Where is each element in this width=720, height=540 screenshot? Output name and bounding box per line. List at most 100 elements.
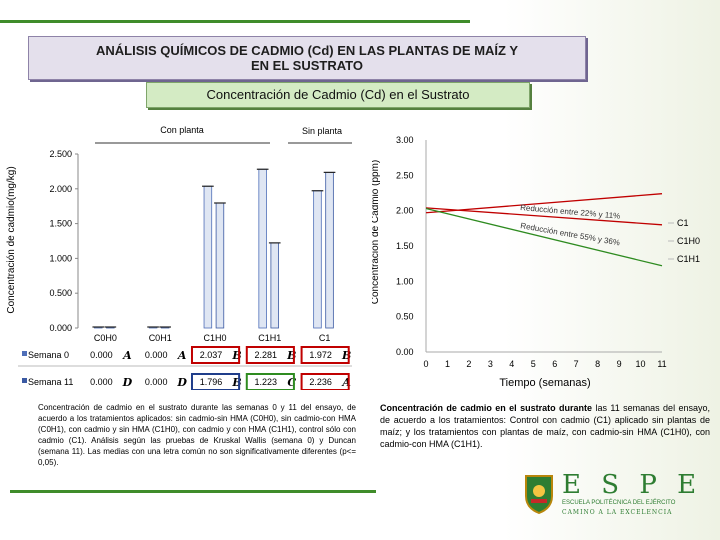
line-chart-lines (425, 193, 663, 267)
line-chart-xlabel: Tiempo (semanas) (499, 377, 590, 389)
right-caption: Concentración de cadmio en el sustrato d… (380, 402, 710, 450)
espe-logo: E S P E ESCUELA POLITÉCNICA DEL EJÉRCITO… (524, 470, 714, 522)
line-x-tick-label: 2 (466, 359, 471, 369)
line-chart-axis: 0.00 0.50 1.00 1.50 2.00 2.50 3.00 0 1 2 3 4 5 6 7 8 9 10… (396, 135, 667, 369)
right-caption-bold: Concentración de cadmio en el sustrato d… (380, 403, 593, 413)
bar-y-tick-label: 0.500 (49, 288, 72, 298)
left-caption: Concentración de cadmio en el sustrato d… (38, 403, 356, 467)
table-value: 2.037 (200, 350, 223, 360)
bar-mark (215, 202, 225, 329)
bar-mark (325, 171, 334, 329)
series-line (425, 193, 663, 214)
espe-line2: CAMINO A LA EXCELENCIA (562, 509, 673, 516)
bar-chart-bars (92, 168, 336, 329)
slide-title-box: ANÁLISIS QUÍMICOS DE CADMIO (Cd) EN LAS … (28, 36, 586, 80)
table-value: 1.972 (309, 350, 332, 360)
legend-swatch (22, 378, 27, 383)
slide-subtitle: Concentración de Cadmio (Cd) en el Sustr… (206, 87, 470, 102)
line-x-tick-label: 9 (617, 359, 622, 369)
line-x-tick-label: 7 (574, 359, 579, 369)
bar-mark (313, 190, 322, 329)
bar-chart: Concentración de cadmio(mg/kg) Con plant… (6, 125, 352, 390)
table-value: 2.236 (309, 377, 332, 387)
series-name: Semana 0 (28, 350, 69, 360)
bar-mark (258, 168, 267, 329)
line-y-tick-label: 0.00 (396, 347, 414, 357)
significance-letter: D (176, 376, 187, 389)
table-value: 0.000 (145, 377, 168, 387)
line-x-tick-label: 1 (445, 359, 450, 369)
line-y-tick-label: 0.50 (396, 312, 414, 322)
bar-y-tick-label: 2.000 (49, 184, 72, 194)
significance-letter: C (287, 376, 296, 389)
bar-mark (270, 242, 279, 329)
line-x-tick-label: 3 (488, 359, 493, 369)
highlight-box-week0 (245, 346, 295, 364)
bar-category-label: C1 (319, 333, 331, 343)
line-chart-ylabel: Concentración de Cadmio (ppm) (372, 160, 381, 305)
line-x-tick-label: 11 (657, 359, 666, 369)
highlight-box-week11 (245, 373, 295, 390)
line-y-tick-label: 2.00 (396, 206, 414, 216)
bar-category-label: C1H0 (203, 333, 226, 343)
bar-category-label: C1H1 (258, 333, 281, 343)
table-value: 2.281 (255, 350, 278, 360)
significance-letter: B (231, 376, 241, 389)
significance-letter: D (122, 376, 133, 389)
highlight-box-week0 (190, 346, 241, 364)
significance-letter: A (177, 349, 187, 362)
espe-shield-icon (525, 475, 553, 514)
bar-y-tick-label: 1.000 (49, 253, 72, 263)
table-value: 1.223 (255, 377, 278, 387)
bar-y-tick-label: 0.000 (49, 323, 72, 333)
series-line (425, 207, 663, 226)
espe-wordmark: E S P E (562, 470, 703, 500)
line-y-tick-label: 2.50 (396, 170, 414, 180)
legend-swatch (22, 351, 27, 356)
bottom-green-line (10, 490, 376, 493)
bar-chart-table: C0H0 C0H1 C1H0 C1H1 C1 Semana 0 0.000 A 0.000 A 2.… (18, 333, 352, 390)
legend-label: C1H1 (677, 254, 700, 264)
bar-category-label: C0H0 (94, 333, 117, 343)
slide-subtitle-box: Concentración de Cadmio (Cd) en el Sustr… (146, 82, 530, 108)
group-label-sin-planta: Sin planta (302, 126, 342, 136)
table-value: 1.796 (200, 377, 223, 387)
line-y-tick-label: 1.50 (396, 241, 414, 251)
line-x-tick-label: 0 (423, 359, 428, 369)
bar-y-tick-label: 1.500 (49, 219, 72, 229)
right-caption-rest: las 11 semanas del ensayo, de acuerdo a … (380, 403, 710, 449)
line-chart-legend: C1 C1H0 C1H1 (668, 218, 700, 264)
espe-line1: ESCUELA POLITÉCNICA DEL EJÉRCITO (562, 500, 676, 506)
slide-title: ANÁLISIS QUÍMICOS DE CADMIO (Cd) EN LAS … (95, 43, 519, 73)
bar-chart-axis: 0.000 0.500 1.000 1.500 2.000 2.500 (49, 149, 79, 333)
legend-label: C1 (677, 218, 689, 228)
line-x-tick-label: 10 (636, 359, 646, 369)
highlight-box-week11 (190, 373, 241, 390)
significance-letter: B (286, 349, 296, 362)
series-name: Semana 11 (28, 377, 73, 387)
table-value: 0.000 (145, 350, 168, 360)
highlight-box-week0 (300, 346, 350, 364)
table-value: 0.000 (90, 350, 113, 360)
line-x-tick-label: 4 (509, 359, 514, 369)
series-line (425, 207, 663, 267)
line-x-tick-label: 5 (531, 359, 536, 369)
line-chart: Concentración de Cadmio (ppm) Tiempo (se… (372, 135, 700, 389)
legend-label: C1H0 (677, 236, 700, 246)
line-x-tick-label: 8 (595, 359, 600, 369)
top-green-line (0, 20, 470, 23)
line-y-tick-label: 1.00 (396, 276, 414, 286)
table-value: 0.000 (90, 377, 113, 387)
bar-category-label: C0H1 (149, 333, 172, 343)
group-label-con-planta: Con planta (160, 125, 204, 135)
significance-letter: A (122, 349, 132, 362)
bar-y-tick-label: 2.500 (49, 149, 72, 159)
line-y-tick-label: 3.00 (396, 135, 414, 145)
significance-letter: B (341, 349, 351, 362)
line-x-tick-label: 6 (552, 359, 557, 369)
highlight-box-week11 (300, 373, 350, 390)
significance-letter: B (231, 349, 241, 362)
bar-mark (203, 185, 213, 329)
significance-letter: A (341, 376, 351, 389)
bar-chart-ylabel: Concentración de cadmio(mg/kg) (6, 166, 17, 313)
